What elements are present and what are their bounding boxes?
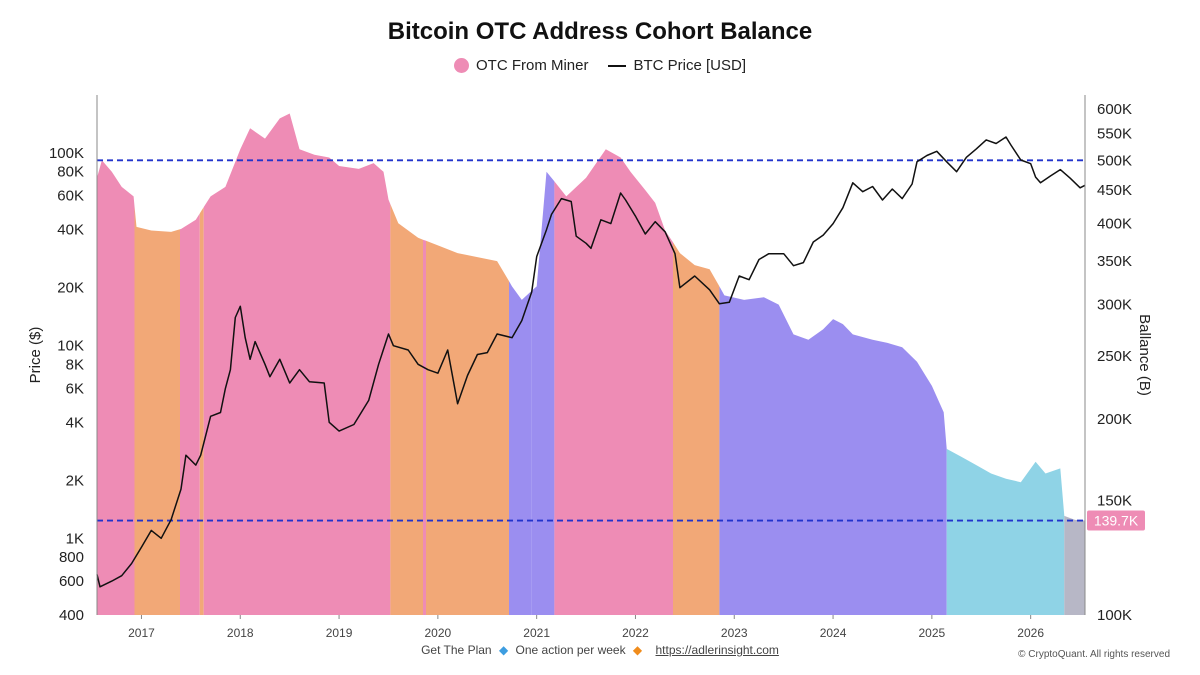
current-value-badge [1087, 510, 1145, 531]
left-axis-title: Price ($) [27, 327, 44, 384]
right-tick-label: 100K [1097, 607, 1132, 624]
left-tick-label: 100K [49, 145, 84, 162]
balance-area-segment-13 [946, 448, 1065, 615]
left-tick-label: 8K [66, 356, 84, 373]
balance-area-segment-9 [531, 171, 555, 616]
balance-area-segment-8 [509, 281, 532, 615]
orange-diamond-icon: ◆ [632, 643, 643, 657]
footer-text-plan: Get The Plan [421, 643, 492, 657]
left-tick-label: 40K [57, 222, 84, 239]
left-tick-label: 2K [66, 472, 84, 489]
balance-area-segment-4 [203, 113, 391, 615]
x-tick-label: 2025 [919, 626, 946, 640]
balance-area-segment-5 [390, 204, 423, 615]
right-tick-label: 200K [1097, 411, 1132, 428]
left-tick-label: 20K [57, 280, 84, 297]
left-tick-label: 6K [66, 380, 84, 397]
footer: Get The Plan ◆ One action per week ◆ htt… [0, 643, 1200, 657]
right-tick-label: 400K [1097, 215, 1132, 232]
legend: OTC From Miner BTC Price [USD] [0, 57, 1200, 74]
x-tick-label: 2023 [721, 626, 748, 640]
x-tick-label: 2022 [622, 626, 649, 640]
legend-label-price: BTC Price [USD] [633, 57, 746, 74]
left-tick-label: 10K [57, 338, 84, 355]
balance-area-segment-3 [199, 207, 204, 615]
balance-area-segment-12 [719, 286, 947, 615]
diamond-icon: ◆ [498, 643, 509, 657]
left-tick-label: 400 [59, 607, 84, 624]
btc-price-line [96, 136, 1086, 588]
current-value-label: 139.7K [1094, 513, 1139, 529]
legend-line-icon [608, 64, 627, 67]
right-tick-label: 600K [1097, 101, 1132, 118]
left-tick-label: 4K [66, 414, 84, 431]
x-tick-label: 2024 [820, 626, 847, 640]
x-tick-label: 2020 [425, 626, 452, 640]
left-tick-label: 600 [59, 573, 84, 590]
right-tick-label: 550K [1097, 125, 1132, 142]
left-tick-label: 800 [59, 549, 84, 566]
right-tick-label: 300K [1097, 297, 1132, 314]
balance-area-segment-2 [180, 213, 200, 615]
x-tick-label: 2021 [523, 626, 550, 640]
right-tick-label: 450K [1097, 182, 1132, 199]
right-tick-label: 150K [1097, 492, 1132, 509]
balance-area-segment-6 [423, 239, 426, 615]
balance-area-segment-14 [1064, 515, 1085, 615]
right-tick-label: 250K [1097, 348, 1132, 365]
balance-area-segment-11 [673, 242, 720, 616]
price-line-group [96, 136, 1086, 588]
balance-area-group [97, 113, 1085, 616]
left-tick-label: 60K [57, 188, 84, 205]
legend-item-balance: OTC From Miner [453, 57, 589, 74]
left-tick-label: 1K [66, 530, 84, 547]
x-tick-label: 2018 [227, 626, 254, 640]
balance-area-segment-10 [554, 149, 673, 615]
x-tick-label: 2026 [1017, 626, 1044, 640]
legend-item-price: BTC Price [USD] [608, 57, 746, 74]
legend-dot-icon [453, 58, 469, 73]
chart-title: Bitcoin OTC Address Cohort Balance [387, 18, 813, 45]
legend-label-balance: OTC From Miner [475, 57, 589, 74]
balance-area-segment-7 [426, 240, 509, 616]
right-axis-title: Ballance (B) [1136, 314, 1153, 396]
balance-area-segment-1 [134, 206, 180, 615]
right-tick-label: 500K [1097, 152, 1132, 169]
x-tick-label: 2017 [128, 626, 155, 640]
x-tick-label: 2019 [326, 626, 353, 640]
balance-area-segment-0 [97, 160, 135, 616]
right-tick-label: 350K [1097, 253, 1132, 270]
footer-text-weekly: One action per week [515, 643, 626, 657]
left-tick-label: 80K [57, 164, 84, 181]
footer-link[interactable]: https://adlerinsight.com [655, 643, 779, 657]
copyright: © CryptoQuant. All rights reserved [1018, 649, 1170, 660]
